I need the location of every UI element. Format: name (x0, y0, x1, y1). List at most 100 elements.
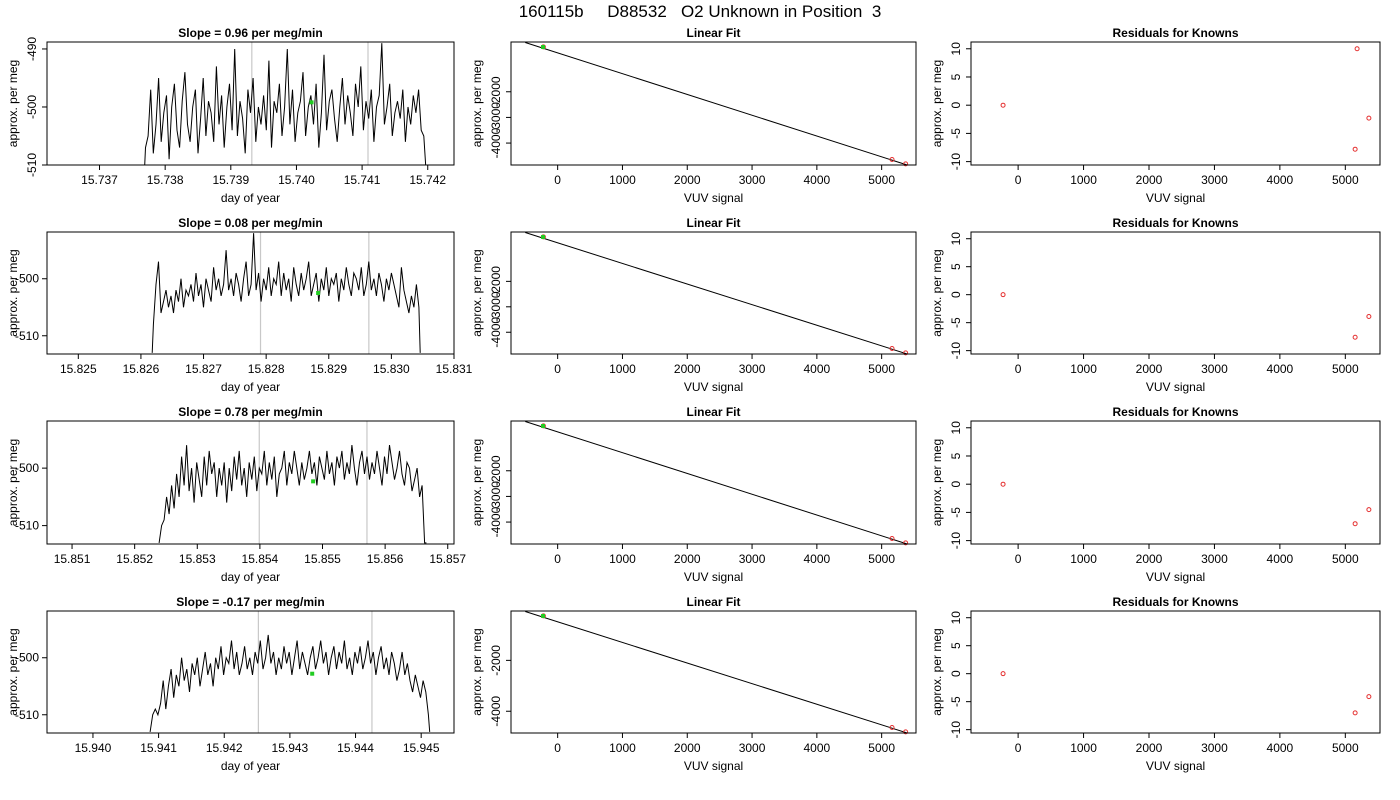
highlight-point (311, 479, 316, 484)
panel-title: Slope = 0.78 per meg/min (178, 405, 322, 419)
y-axis-label: approx. per meg (470, 439, 484, 526)
highlight-point (316, 291, 321, 295)
plot-frame (970, 420, 1381, 545)
data-point (903, 729, 909, 735)
data-point (1000, 671, 1006, 677)
y-tick-label: -510 (15, 708, 39, 722)
y-axis-label: approx. per meg (6, 249, 20, 336)
x-tick-label: 0 (554, 552, 561, 566)
x-tick-label: 3000 (1201, 741, 1228, 755)
x-tick-label: 3000 (1201, 552, 1228, 566)
data-series-line (158, 445, 427, 544)
data-series-line (149, 634, 431, 732)
x-tick-label: 0 (1015, 741, 1022, 755)
y-axis-label: approx. per meg (6, 628, 20, 715)
x-tick-label: 1000 (1070, 741, 1097, 755)
highlight-point (541, 613, 546, 618)
y-tick-label: 5 (949, 642, 963, 649)
panel-2-3: Residuals for Knowns 0 1000 2000 3000 4000 500… (930, 216, 1381, 394)
panel-4-2: Linear Fit 0 1000 2000 3000 4000 5000 VUV signa… (470, 595, 917, 773)
y-axis-label: approx. per meg (470, 60, 484, 147)
x-axis-label: VUV signal (684, 380, 743, 394)
y-tick-label: -500 (15, 651, 39, 665)
panel-2-1: Slope = 0.08 per meg/min 15.825 15.826 15.8… (6, 216, 473, 394)
y-tick-label: 10 (949, 421, 963, 435)
plot-frame (970, 231, 1381, 355)
y-tick-label: 10 (949, 42, 963, 56)
plot-frame (46, 231, 455, 355)
x-tick-label: 15.855 (304, 552, 341, 566)
y-tick-label: -2000 (489, 266, 503, 297)
y-tick-label: -4000 (489, 317, 503, 348)
x-tick-label: 3000 (739, 362, 766, 376)
x-tick-label: 1000 (609, 552, 636, 566)
x-tick-label: 2000 (674, 741, 701, 755)
y-axis-label: approx. per meg (470, 628, 484, 715)
x-tick-label: 5000 (1332, 552, 1359, 566)
data-point (1352, 710, 1358, 716)
x-tick-label: 15.739 (212, 173, 249, 187)
x-axis-label: VUV signal (684, 759, 743, 773)
y-tick-label: 5 (949, 73, 963, 80)
y-axis-label: approx. per meg (6, 60, 20, 147)
panel-title: Residuals for Knowns (1112, 26, 1238, 40)
x-tick-label: 4000 (1267, 741, 1294, 755)
y-tick-label: -10 (949, 153, 963, 171)
y-tick-label: 0 (949, 102, 963, 109)
x-tick-label: 4000 (804, 173, 831, 187)
y-axis-label: approx. per meg (930, 439, 944, 526)
x-tick-label: 5000 (868, 552, 895, 566)
y-tick-label: -5 (949, 128, 963, 139)
y-tick-label: -4000 (489, 506, 503, 537)
x-tick-label: 4000 (1267, 173, 1294, 187)
y-tick-label: -3000 (489, 102, 503, 133)
y-tick-label: -10 (949, 721, 963, 739)
x-tick-label: 1000 (1070, 362, 1097, 376)
panel-3-1: Slope = 0.78 per meg/min 15.851 15.852 15.8… (6, 405, 466, 584)
panel-title: Residuals for Knowns (1112, 405, 1238, 419)
x-tick-label: 0 (1015, 362, 1022, 376)
x-tick-label: 5000 (868, 362, 895, 376)
panel-1-3: Residuals for Knowns 0 1000 2000 3000 4000 500… (930, 26, 1381, 205)
data-point (889, 725, 895, 731)
x-tick-label: 0 (554, 173, 561, 187)
panel-title: Linear Fit (686, 405, 740, 419)
plot-frame (46, 610, 455, 734)
x-tick-label: 15.741 (344, 173, 381, 187)
y-tick-label: -500 (15, 272, 39, 286)
panel-4-1: Slope = -0.17 per meg/min 15.940 15.941 15.… (6, 595, 455, 773)
x-tick-label: 15.851 (54, 552, 91, 566)
x-tick-label: 1000 (609, 173, 636, 187)
y-tick-label: -3000 (489, 291, 503, 322)
data-point (903, 161, 909, 167)
data-point (1366, 507, 1372, 513)
data-point (1366, 694, 1372, 700)
x-tick-label: 2000 (1136, 362, 1163, 376)
x-tick-label: 5000 (1332, 741, 1359, 755)
highlight-point (309, 100, 314, 105)
y-tick-label: -5 (949, 507, 963, 518)
panel-title: Slope = 0.96 per meg/min (178, 26, 322, 40)
x-tick-label: 3000 (1201, 173, 1228, 187)
fit-line (525, 611, 908, 733)
y-tick-label: 10 (949, 611, 963, 625)
x-tick-label: 2000 (1136, 173, 1163, 187)
x-tick-label: 1000 (1070, 552, 1097, 566)
plot-frame (970, 41, 1381, 166)
panel-1-2: Linear Fit 0 1000 2000 3000 4000 5000 VUV signa… (470, 26, 917, 205)
plot-frame (46, 41, 455, 166)
panel-3-3: Residuals for Knowns 0 1000 2000 3000 4000 500… (930, 405, 1381, 584)
y-tick-label: -510 (25, 153, 39, 177)
x-tick-label: 15.943 (272, 741, 309, 755)
x-axis-label: VUV signal (684, 191, 743, 205)
y-tick-label: -500 (25, 95, 39, 119)
x-tick-label: 4000 (804, 362, 831, 376)
panel-3-2: Linear Fit 0 1000 2000 3000 4000 5000 VUV signa… (470, 405, 917, 584)
data-point (1354, 46, 1360, 52)
y-tick-label: -2000 (489, 76, 503, 107)
figure-title: 160115b D88532 O2 Unknown in Position 3 (518, 2, 882, 21)
panel-title: Linear Fit (686, 216, 740, 230)
x-tick-label: 15.856 (367, 552, 404, 566)
data-point (1000, 292, 1006, 298)
panel-title: Residuals for Knowns (1112, 595, 1238, 609)
